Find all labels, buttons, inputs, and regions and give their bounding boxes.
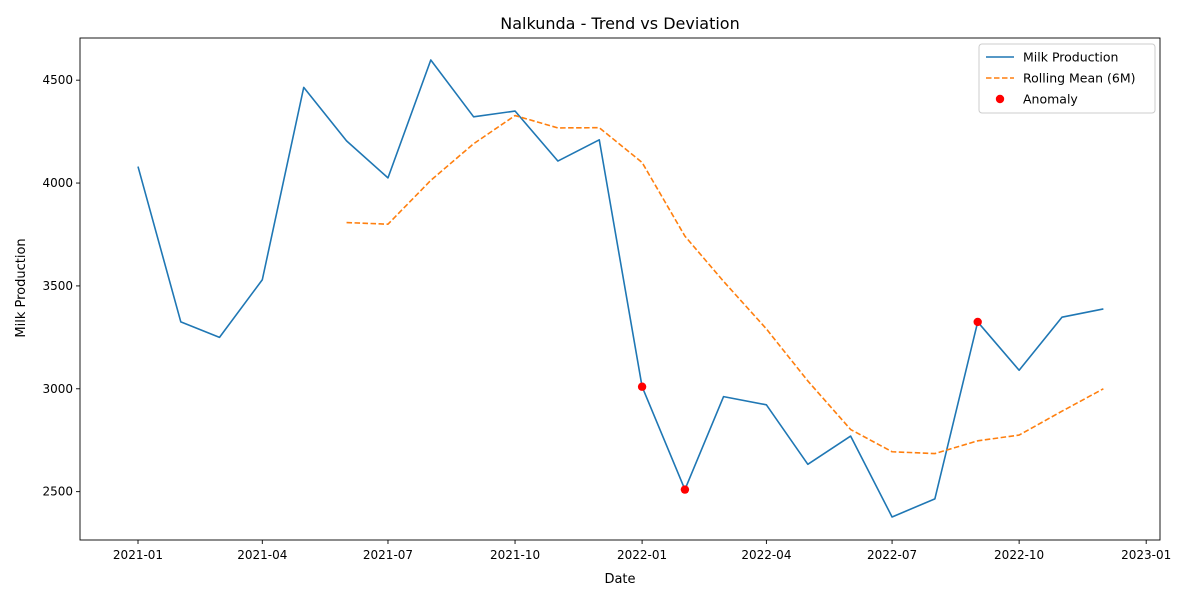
x-tick-label: 2023-01 <box>1121 548 1171 562</box>
anomaly-point <box>680 485 690 494</box>
plot-area <box>79 37 1161 541</box>
x-tick-label: 2022-01 <box>617 548 667 562</box>
y-tick-label: 4500 <box>42 73 73 87</box>
y-tick-label: 4000 <box>42 176 73 190</box>
legend-item-milk-production: Milk Production <box>986 50 1118 65</box>
x-tick-label: 2022-10 <box>994 548 1044 562</box>
legend: Milk Production Rolling Mean (6M) Anomaly <box>978 43 1156 114</box>
series-line-2 <box>346 114 1104 455</box>
anomaly-point <box>973 317 982 327</box>
legend-item-rolling-mean: Rolling Mean (6M) <box>986 71 1136 86</box>
x-tick-label: 2021-04 <box>237 548 287 562</box>
x-tick-label: 2022-07 <box>867 548 917 562</box>
legend-label: Rolling Mean (6M) <box>1023 71 1136 86</box>
chart-title: Nalkunda - Trend vs Deviation <box>500 14 739 33</box>
x-axis-label: Date <box>604 572 635 587</box>
x-tick-label: 2021-07 <box>363 548 413 562</box>
y-tick-label: 3500 <box>42 279 73 293</box>
legend-label: Milk Production <box>1023 50 1118 65</box>
x-tick-label: 2021-01 <box>113 548 163 562</box>
anomaly-point <box>637 382 647 391</box>
legend-item-anomaly: Anomaly <box>995 92 1078 107</box>
x-tick-label: 2021-10 <box>490 548 540 562</box>
plot-frame <box>79 37 1161 541</box>
legend-box <box>978 43 1156 114</box>
y-axis: 2500 3000 3500 4000 4500 <box>42 73 80 499</box>
series-line-1 <box>137 59 1104 518</box>
legend-label: Anomaly <box>1023 92 1078 107</box>
y-tick-label: 3000 <box>42 382 73 396</box>
legend-swatch <box>995 94 1005 104</box>
y-axis-label: Milk Production <box>14 238 29 337</box>
x-axis: 2021-01 2021-04 2021-07 2021-10 2022-01 2022-… <box>113 540 1171 562</box>
y-tick-label: 2500 <box>42 485 73 499</box>
x-tick-label: 2022-04 <box>741 548 791 562</box>
